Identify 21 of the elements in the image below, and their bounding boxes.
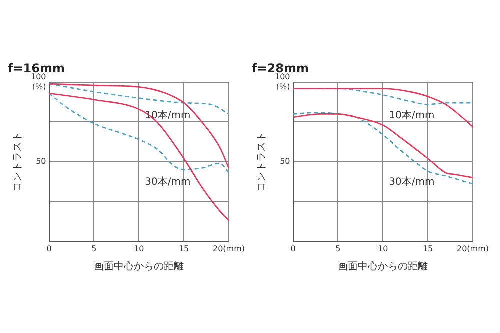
x-tick-label: 10	[378, 244, 388, 254]
x-tick-label: 0	[290, 244, 296, 254]
x-tick-label: 15	[422, 244, 434, 254]
x-tick-label: 5	[92, 244, 97, 254]
x-axis-title: 画面中心からの距離	[338, 260, 428, 273]
x-tick-label: 20(mm)	[456, 244, 490, 254]
x-tick-label: 10	[134, 244, 144, 254]
y-axis-title: コントラスト	[256, 132, 268, 192]
x-tick-label: 20(mm)	[212, 244, 246, 254]
x-tick-label: 0	[46, 244, 52, 254]
x-tick-label: 5	[336, 244, 341, 254]
y-tick-label: 100 (%)	[274, 72, 290, 92]
line-series	[49, 92, 229, 222]
x-axis-title: 画面中心からの距離	[94, 260, 184, 273]
line-series	[49, 92, 229, 174]
y-axis-title: コントラスト	[12, 132, 24, 192]
y-tick-label: 50	[36, 156, 46, 166]
y-tick-label: 100 (%)	[30, 72, 46, 92]
line-series	[293, 88, 473, 128]
x-tick-label: 15	[178, 244, 190, 254]
y-tick-label: 50	[280, 156, 290, 166]
